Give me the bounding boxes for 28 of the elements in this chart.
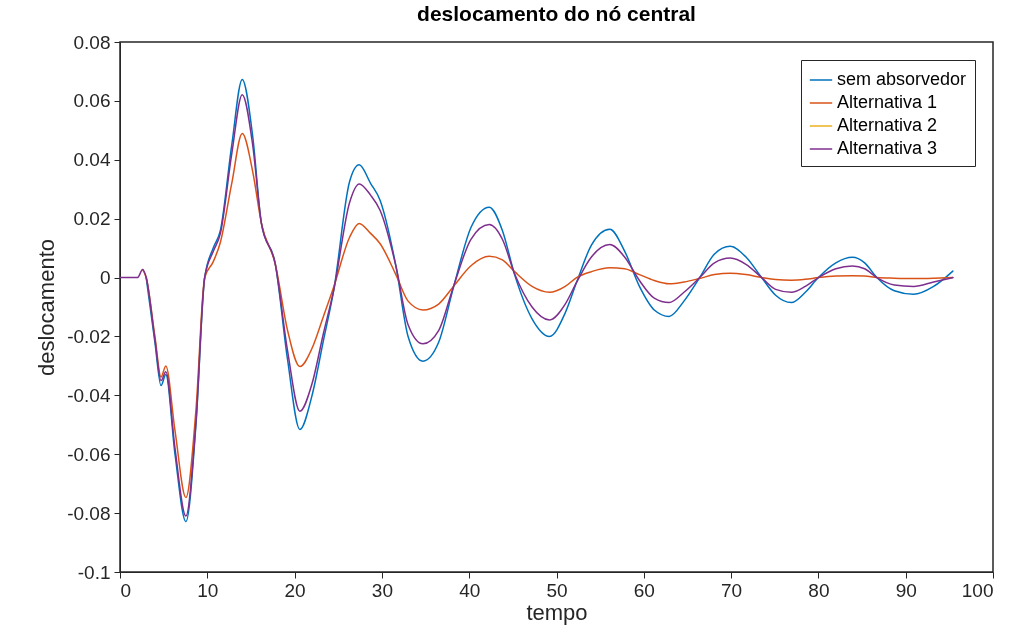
y-tick-label: 0.02 <box>73 208 111 230</box>
legend-label: Alternativa 3 <box>837 138 938 158</box>
chart-title: deslocamento do nó central <box>417 2 696 25</box>
x-tick-label: 30 <box>371 579 393 601</box>
y-axis-title: deslocamento <box>34 239 60 376</box>
y-tick-label: -0.04 <box>67 384 111 406</box>
y-tick-label: 0.08 <box>73 31 111 53</box>
x-tick-label: 60 <box>633 579 655 601</box>
x-tick-label: 10 <box>197 579 219 601</box>
y-tick-label: 0.06 <box>73 90 111 112</box>
y-tick-label: -0.08 <box>67 502 111 524</box>
x-tick-label: 90 <box>895 579 917 601</box>
legend-label: sem absorvedor <box>837 69 967 89</box>
x-tick-label: 70 <box>721 579 743 601</box>
x-axis-title: tempo <box>526 599 588 625</box>
legend-label: Alternativa 1 <box>837 92 938 112</box>
x-tick-label: 0 <box>120 579 132 601</box>
x-tick-label: 20 <box>284 579 306 601</box>
legend-label: Alternativa 2 <box>837 115 938 135</box>
x-tick-label: 50 <box>546 579 568 601</box>
y-tick-label: 0.04 <box>73 149 111 171</box>
y-tick-label: -0.02 <box>67 325 111 347</box>
y-tick-label: -0.1 <box>77 561 111 583</box>
x-tick-label: 100 <box>961 579 994 601</box>
x-tick-label: 40 <box>459 579 481 601</box>
y-tick-label: -0.06 <box>67 443 111 465</box>
x-tick-label: 80 <box>808 579 830 601</box>
y-tick-label: 0 <box>99 267 111 289</box>
